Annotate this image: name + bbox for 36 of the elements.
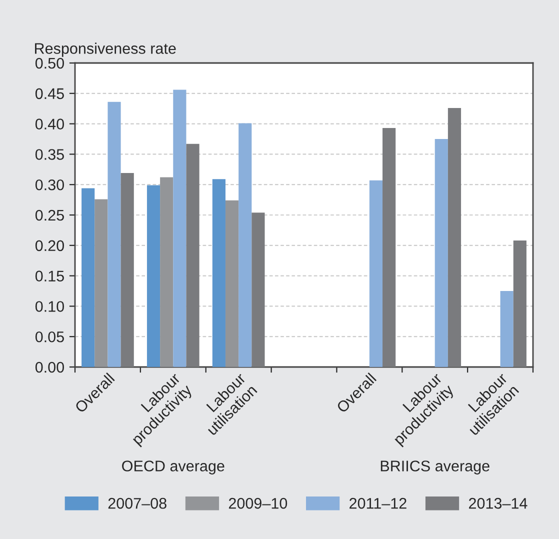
y-tick-label: 0.50 [35, 58, 64, 69]
y-tick-label: 0.10 [35, 301, 64, 312]
bar [513, 240, 526, 367]
bar [146, 185, 160, 367]
y-tick-label: 0.40 [35, 118, 64, 130]
bar [212, 179, 226, 367]
text: BRIICS average [380, 460, 490, 474]
bar [173, 90, 186, 367]
bar [369, 180, 383, 367]
bar [434, 139, 448, 367]
bar [382, 128, 396, 367]
bar [225, 200, 239, 367]
bar [252, 212, 265, 367]
bar [186, 144, 200, 367]
y-tick-label: 0.15 [35, 270, 64, 282]
y-tick-label: 0.35 [35, 149, 64, 160]
bar [500, 291, 514, 367]
y-axis-title: Responsiveness rate [35, 42, 176, 57]
y-tick-label: 0.45 [35, 88, 64, 100]
y-tick-label: 0.25 [35, 210, 64, 221]
bar [94, 199, 108, 367]
y-tick-label: 0.20 [35, 240, 64, 252]
bar [448, 108, 462, 367]
y-tick-label: 0.00 [35, 362, 64, 373]
bar [238, 123, 252, 367]
legend-label: 2007–08 [108, 498, 166, 509]
y-tick-label: 0.05 [35, 331, 64, 342]
bar [82, 188, 95, 367]
bar [160, 177, 174, 367]
legend-label: 2011–12 [350, 498, 406, 509]
legend-label: 2009–10 [228, 498, 288, 509]
text: OECD average [122, 460, 224, 474]
legend-label: 2013–14 [469, 498, 528, 509]
bar [120, 173, 134, 367]
bar [108, 102, 121, 367]
y-tick-label: 0.30 [35, 179, 64, 190]
